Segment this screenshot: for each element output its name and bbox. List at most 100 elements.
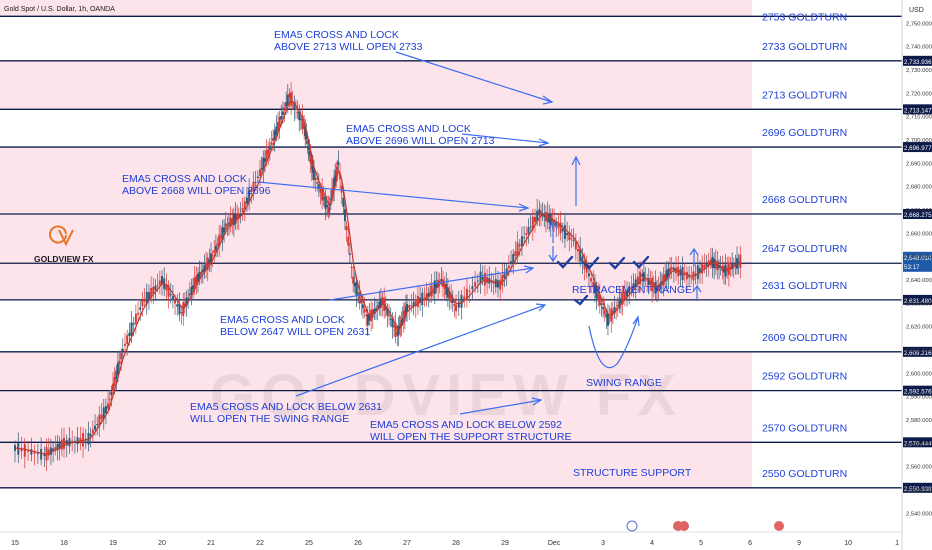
candle-body [541,213,544,216]
candle-body [145,291,148,305]
current-price-tag [903,251,932,272]
candle-body [647,278,650,285]
candle-body [579,248,582,262]
arrow-head [538,138,550,147]
candle-body [171,295,174,301]
candle-body [527,227,530,234]
price-tag [903,209,932,220]
checkmark-icon [582,256,600,270]
candle-body [399,323,402,327]
y-tick-label: 2,680.000 [906,185,932,191]
candle-body [182,302,185,316]
candle-body [234,213,237,224]
candle-body [132,323,135,325]
price-tag [903,482,932,493]
event-icons[interactable] [626,520,784,532]
candle-body [108,399,111,401]
candle-body [397,325,400,336]
arrow-head [689,247,699,256]
candle-body [314,177,317,180]
level-label: 2609 GOLDTURN [762,332,847,344]
pink-zone [0,147,752,215]
price-tag-label: 2,570.444 [904,440,932,447]
candle-body [705,263,708,267]
arrow-head [571,155,581,166]
candle-body [707,260,710,266]
candle-body [600,303,603,305]
candle-body [373,308,376,314]
candle-body [285,102,288,107]
pink-zone [0,351,752,391]
candle-body [82,433,85,447]
candle-body [592,281,595,288]
candle-body [507,265,510,269]
candle-body [690,277,693,279]
candle-body [291,102,294,104]
candle-body [185,297,188,306]
candle-body [474,282,477,287]
candle-body [672,267,675,272]
x-tick-label: 25 [305,540,313,547]
logo-text: GOLDVIEW FX [34,254,94,264]
arrow-head [548,220,558,230]
candle-body [662,274,665,286]
candle-body [107,403,110,409]
candle-body [606,313,609,326]
candle-body [432,288,435,290]
candle-body [453,304,456,306]
candle-body [368,314,371,321]
candle-body [248,189,251,203]
candle-body [169,293,172,296]
candle-body [180,312,183,314]
candle-body [113,376,116,386]
y-tick-label: 2,670.000 [906,208,932,214]
y-tick-label: 2,580.000 [906,418,932,424]
candle-body [316,181,319,184]
candle-body [634,279,637,287]
candle-body [156,284,159,286]
candle-body [218,234,221,248]
candle-body [587,273,590,277]
candle-body [353,282,356,287]
candle-body [630,286,633,290]
candle-body [492,281,495,284]
price-candles [14,82,742,471]
candle-body [236,214,239,220]
time-axis[interactable]: 15 18 19 20 21 22 25 26 27 28 29 Dec 3 4 5 6 9 10 1 [0,531,902,547]
candle-body [525,233,528,236]
candle-body [294,108,297,110]
candle-body [553,219,556,224]
candle-body [703,264,706,269]
candle-body [544,211,547,221]
candle-body [201,269,204,272]
ema5-line [14,100,741,455]
candle-body [450,294,453,303]
price-tag-label: 2,631.480 [904,298,932,305]
level-label: 2733 GOLDTURN [762,41,847,53]
candle-body [371,309,374,318]
candle-body [110,392,113,396]
candle-body [389,318,392,320]
candle-body [301,115,304,130]
candle-body [534,216,537,223]
x-tick-label: 10 [844,540,852,547]
candle-body [174,300,177,304]
candle-body [308,150,311,156]
price-axis[interactable]: USD 2,540.000 2,550.000 2,560.000 2,570.000… [901,0,932,550]
candle-body [670,267,673,270]
candle-body [245,197,248,204]
price-tag [903,346,932,357]
candle-body [618,298,621,309]
candle-body [256,176,259,179]
candle-body [696,265,699,280]
arrow-head [548,254,558,263]
candle-body [319,188,322,193]
candle-body [298,111,301,121]
candle-body [273,130,276,141]
candle-body [611,311,614,315]
candle-body [623,291,626,301]
price-tag [903,142,932,153]
checkmark-icon [632,255,650,269]
candle-body [568,232,571,241]
